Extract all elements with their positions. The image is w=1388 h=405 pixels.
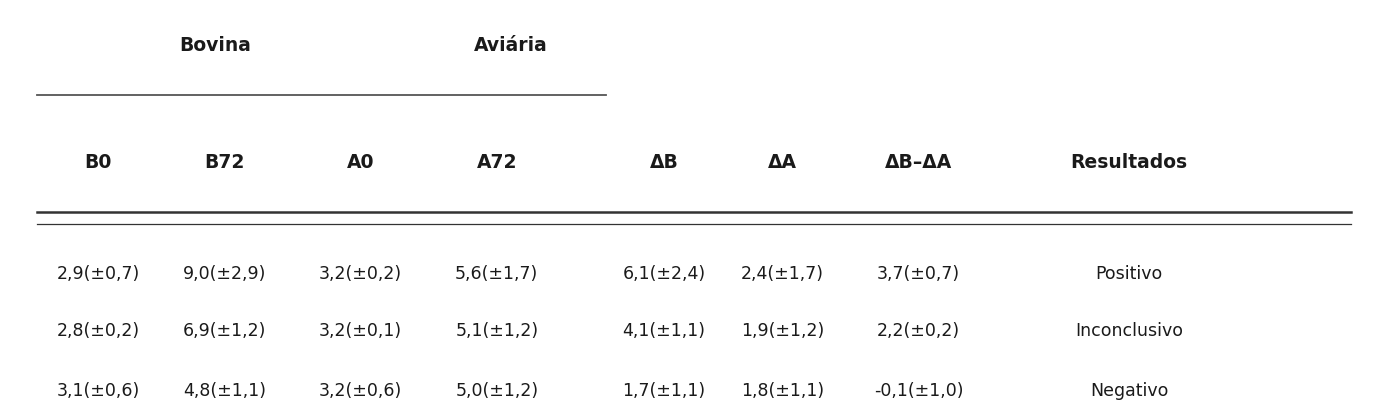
Text: 4,1(±1,1): 4,1(±1,1) (623, 322, 705, 341)
Text: Negativo: Negativo (1090, 382, 1169, 400)
Text: 3,2(±0,1): 3,2(±0,1) (319, 322, 403, 341)
Text: Inconclusivo: Inconclusivo (1076, 322, 1184, 341)
Text: 9,0(±2,9): 9,0(±2,9) (183, 265, 266, 283)
Text: 1,7(±1,1): 1,7(±1,1) (622, 382, 705, 400)
Text: 2,9(±0,7): 2,9(±0,7) (57, 265, 140, 283)
Text: 5,1(±1,2): 5,1(±1,2) (455, 322, 539, 341)
Text: 5,6(±1,7): 5,6(±1,7) (455, 265, 539, 283)
Text: 1,8(±1,1): 1,8(±1,1) (741, 382, 824, 400)
Text: ΔB: ΔB (650, 153, 679, 172)
Text: B72: B72 (204, 153, 244, 172)
Text: A72: A72 (476, 153, 516, 172)
Text: Positivo: Positivo (1095, 265, 1163, 283)
Text: 2,4(±1,7): 2,4(±1,7) (741, 265, 824, 283)
Text: Bovina: Bovina (179, 36, 251, 55)
Text: B0: B0 (85, 153, 112, 172)
Text: 4,8(±1,1): 4,8(±1,1) (183, 382, 266, 400)
Text: 3,2(±0,2): 3,2(±0,2) (319, 265, 403, 283)
Text: 3,2(±0,6): 3,2(±0,6) (319, 382, 403, 400)
Text: 2,2(±0,2): 2,2(±0,2) (877, 322, 960, 341)
Text: 3,7(±0,7): 3,7(±0,7) (877, 265, 960, 283)
Text: 6,1(±2,4): 6,1(±2,4) (622, 265, 705, 283)
Text: Resultados: Resultados (1070, 153, 1188, 172)
Text: 2,8(±0,2): 2,8(±0,2) (57, 322, 140, 341)
Text: 1,9(±1,2): 1,9(±1,2) (741, 322, 824, 341)
Text: 6,9(±1,2): 6,9(±1,2) (183, 322, 266, 341)
Text: 3,1(±0,6): 3,1(±0,6) (57, 382, 140, 400)
Text: 5,0(±1,2): 5,0(±1,2) (455, 382, 539, 400)
Text: ΔB–ΔA: ΔB–ΔA (884, 153, 952, 172)
Text: -0,1(±1,0): -0,1(±1,0) (873, 382, 963, 400)
Text: A0: A0 (347, 153, 375, 172)
Text: ΔA: ΔA (768, 153, 797, 172)
Text: Aviária: Aviária (473, 36, 547, 55)
